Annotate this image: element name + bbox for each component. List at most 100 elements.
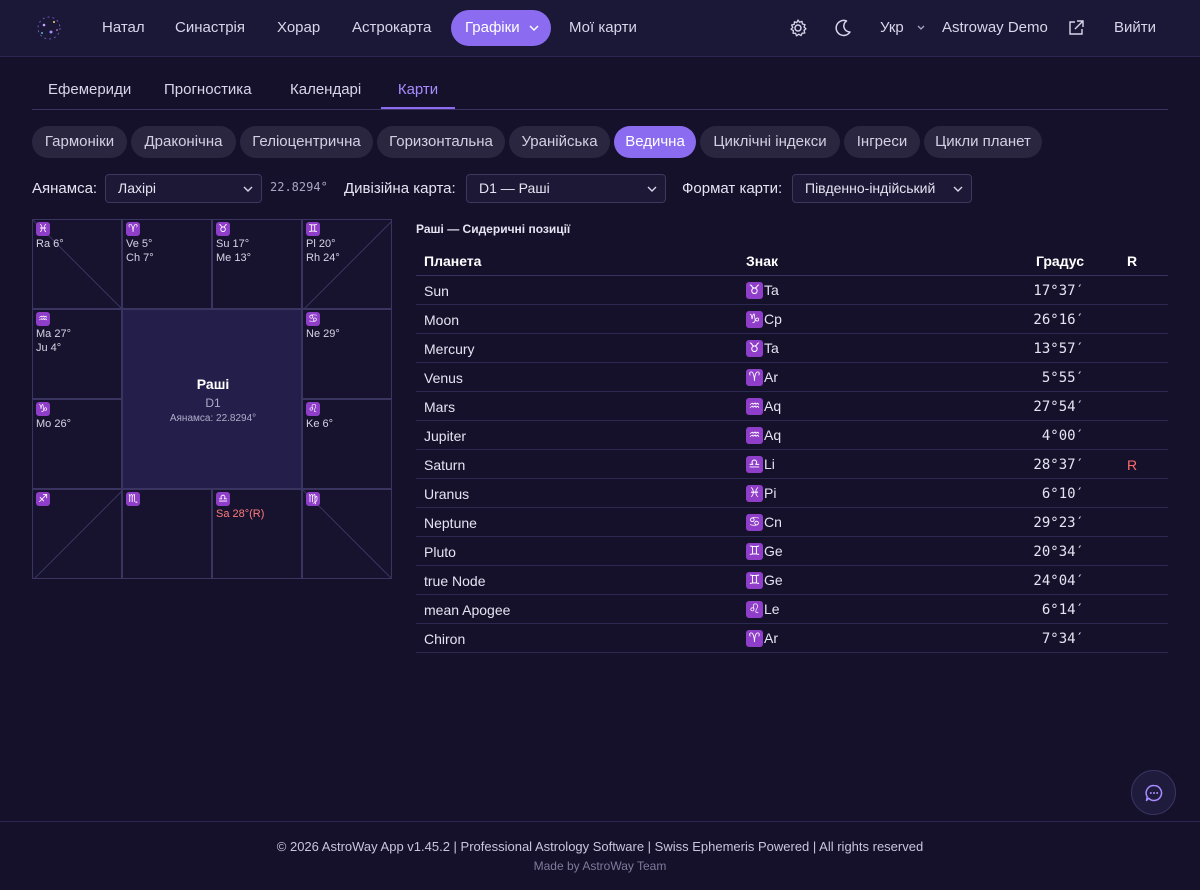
nav-charts-dropdown[interactable]: Графіки — [451, 10, 551, 46]
nav-my-charts[interactable]: Мої карти — [569, 19, 637, 36]
zodiac-sign-icon: ♊ — [746, 571, 763, 589]
language-select[interactable]: Укр — [880, 19, 904, 36]
planet-degree: 7°34′ — [1041, 631, 1084, 647]
tab-forecasting[interactable]: Прогностика — [164, 81, 252, 98]
nav-astrocartography[interactable]: Астрокарта — [352, 19, 432, 36]
sign-abbr: Ta — [764, 282, 779, 299]
planet-degree: 28°37′ — [1033, 457, 1084, 473]
chart-house-cell: ♋ Ne 29° — [302, 309, 392, 399]
house-planets: Mo 26° — [36, 417, 71, 431]
house-planets: Ve 5° Ch 7° — [126, 237, 154, 265]
planet-position: Ne 29° — [306, 328, 340, 340]
chart-house-cell: ♊ Pl 20° Rh 24° — [302, 219, 392, 309]
planet-position: Ra 6° — [36, 238, 64, 250]
astroway-logo-icon[interactable] — [34, 13, 64, 43]
nav-synastry[interactable]: Синастрія — [175, 19, 246, 36]
planet-position: Mo 26° — [36, 418, 71, 430]
chip-uranian[interactable]: Уранійська — [509, 126, 610, 158]
sign-cell: ♈ Ar — [746, 629, 778, 647]
nav-horary[interactable]: Хорар — [277, 19, 321, 36]
chip-cyclic-indices[interactable]: Циклічні індекси — [700, 126, 840, 158]
sign-cell: ♊ Ge — [746, 571, 783, 589]
chevron-down-icon — [243, 186, 253, 192]
planet-name: mean Apogee — [424, 602, 511, 618]
zodiac-sign-icon: ♋ — [746, 513, 763, 531]
zodiac-sign-icon: ♏ — [126, 492, 140, 506]
format-select[interactable]: Південно-індійський — [792, 174, 972, 203]
nav-charts-label: Графіки — [465, 19, 520, 36]
chevron-down-icon — [953, 186, 963, 192]
planet-position: Pl 20° — [306, 238, 336, 250]
house-planets: Sa 28°(R) — [216, 507, 264, 521]
planet-degree: 29°23′ — [1033, 515, 1084, 531]
chip-horizontal[interactable]: Горизонтальна — [377, 126, 505, 158]
zodiac-sign-icon: ♎ — [746, 455, 763, 473]
chat-button[interactable] — [1131, 770, 1176, 815]
zodiac-sign-icon: ♈ — [746, 629, 763, 647]
sign-abbr: Le — [764, 601, 780, 618]
chart-center-ayanamsa: Аянамса: 22.8294° — [169, 413, 257, 424]
tab-ephemerides[interactable]: Ефемериди — [48, 81, 132, 98]
zodiac-sign-icon: ♉ — [746, 339, 763, 357]
zodiac-sign-icon: ♌ — [746, 600, 763, 618]
chart-house-cell: ♏ — [122, 489, 212, 579]
footer-credit: Made by AstroWay Team — [533, 859, 667, 873]
sign-cell: ♓ Pi — [746, 484, 776, 502]
planet-position: Sa 28°(R) — [216, 508, 265, 520]
chip-heliocentric[interactable]: Геліоцентрична — [240, 126, 373, 158]
table-row: Mercury ♉ Ta 13°57′ — [416, 334, 1168, 363]
section-tabs: Ефемериди Прогностика Календарі Карти — [32, 72, 1168, 110]
south-indian-chart: Раші D1 Аянамса: 22.8294° ♓ Ra 6° ♈ Ve 5° Ch… — [32, 219, 392, 579]
planet-position: Su 17° — [216, 238, 250, 250]
chart-house-cell: ♒ Ma 27° Ju 4° — [32, 309, 122, 399]
planet-position: Ma 27° — [36, 328, 71, 340]
planet-name: true Node — [424, 573, 486, 589]
chip-ingresses[interactable]: Інгреси — [844, 126, 920, 158]
zodiac-sign-icon: ♒ — [746, 426, 763, 444]
zodiac-sign-icon: ♒ — [36, 312, 50, 326]
table-row: Sun ♉ Ta 17°37′ — [416, 276, 1168, 305]
sign-abbr: Aq — [764, 427, 782, 444]
table-row: true Node ♊ Ge 24°04′ — [416, 566, 1168, 595]
sign-cell: ♒ Aq — [746, 397, 781, 415]
sign-abbr: Cn — [764, 514, 782, 531]
external-link-icon[interactable] — [1066, 18, 1086, 38]
table-header: Планета Знак Градус R — [416, 247, 1168, 276]
planet-name: Sun — [424, 283, 449, 299]
sign-abbr: Aq — [764, 398, 782, 415]
planet-degree: 6°10′ — [1041, 486, 1084, 502]
sign-cell: ♑ Cp — [746, 310, 782, 328]
user-name[interactable]: Astroway Demo — [942, 19, 1048, 36]
tab-charts[interactable]: Карти — [381, 72, 455, 109]
chevron-down-icon — [917, 25, 925, 30]
sign-abbr: Ge — [764, 572, 783, 589]
sign-cell: ♎ Li — [746, 455, 775, 473]
logout-button[interactable]: Вийти — [1114, 19, 1157, 36]
sign-abbr: Ar — [764, 630, 778, 647]
nav-natal[interactable]: Натал — [102, 19, 145, 36]
gear-icon[interactable] — [788, 18, 808, 38]
house-planets: Ma 27° Ju 4° — [36, 327, 71, 355]
moon-theme-icon[interactable] — [833, 18, 853, 38]
ayanamsa-select[interactable]: Лахірі — [105, 174, 262, 203]
sign-abbr: Li — [764, 456, 775, 473]
zodiac-sign-icon: ♊ — [306, 222, 320, 236]
chart-center: Раші D1 Аянамса: 22.8294° — [122, 309, 302, 489]
header-planet: Планета — [424, 253, 482, 269]
chip-harmonics[interactable]: Гармоніки — [32, 126, 127, 158]
planet-name: Neptune — [424, 515, 477, 531]
house-planets: Ra 6° — [36, 237, 64, 251]
chart-house-cell: ♌ Ke 6° — [302, 399, 392, 489]
chip-vedic[interactable]: Ведична — [614, 126, 696, 158]
division-select[interactable]: D1 — Раші — [466, 174, 666, 203]
chart-center-division: D1 — [205, 396, 221, 410]
planet-position: Rh 24° — [306, 252, 340, 264]
chip-planet-cycles[interactable]: Цикли планет — [924, 126, 1042, 158]
zodiac-sign-icon: ♉ — [216, 222, 230, 236]
chevron-down-icon — [647, 186, 657, 192]
zodiac-sign-icon: ♑ — [746, 310, 763, 328]
sign-cell: ♌ Le — [746, 600, 780, 618]
chip-draconic[interactable]: Драконічна — [131, 126, 236, 158]
ayanamsa-label: Аянамса: — [32, 180, 98, 197]
tab-calendars[interactable]: Календарі — [290, 81, 362, 98]
